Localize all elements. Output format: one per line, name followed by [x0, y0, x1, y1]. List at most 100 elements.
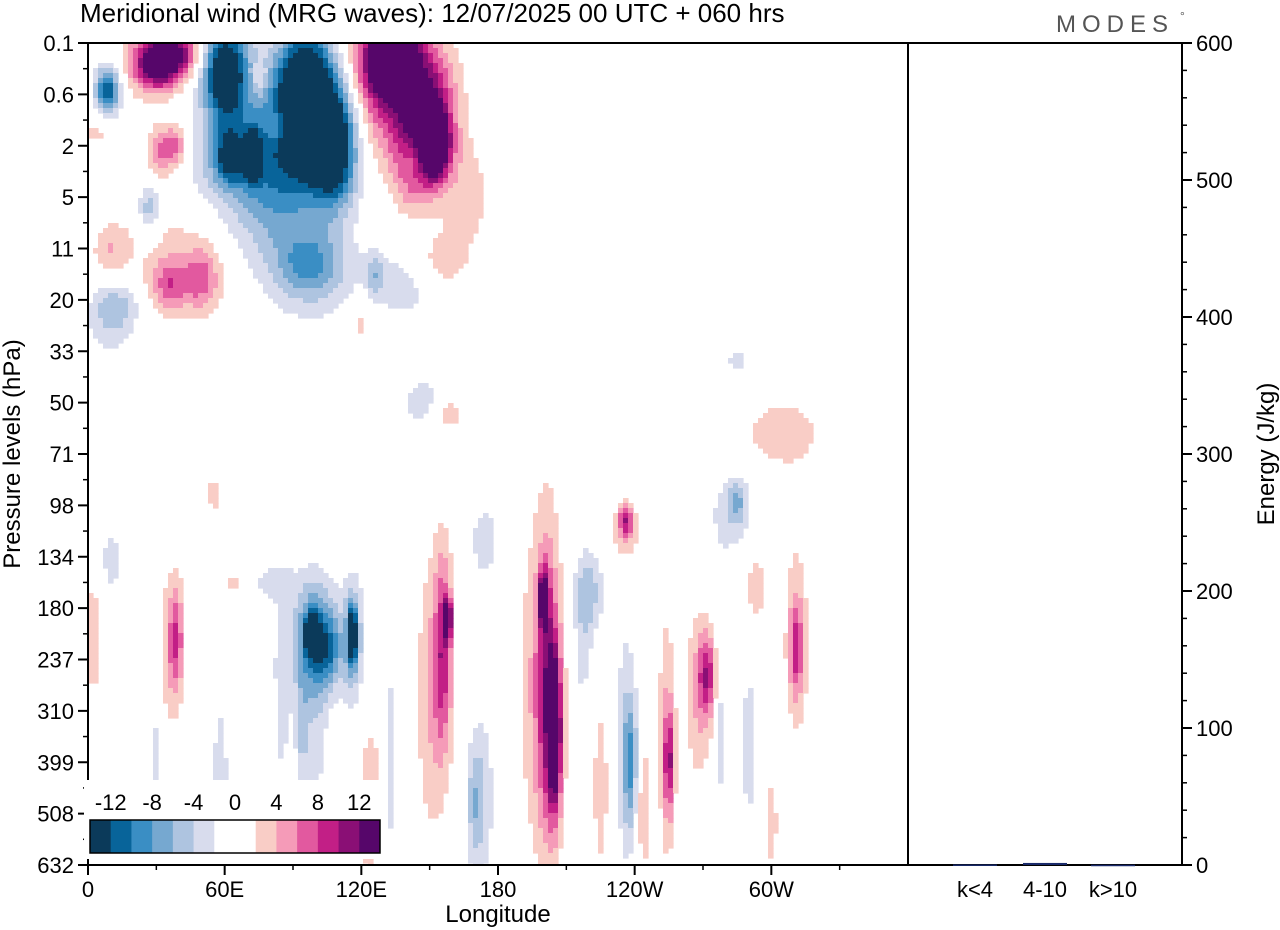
contour-cell: [628, 753, 634, 759]
contour-cell: [663, 838, 674, 844]
contour-cell: [658, 728, 664, 734]
contour-cell: [278, 138, 349, 144]
contour-cell: [553, 828, 559, 834]
contour-cell: [298, 618, 304, 624]
contour-cell: [348, 153, 354, 159]
contour-cell: [263, 83, 269, 89]
contour-cell: [213, 768, 229, 774]
contour-cell: [213, 43, 219, 49]
contour-cell: [623, 653, 634, 659]
contour-cell: [478, 553, 494, 559]
contour-cell: [753, 423, 814, 429]
contour-cell: [88, 593, 94, 599]
contour-cell: [398, 188, 409, 194]
contour-cell: [103, 228, 129, 234]
contour-cell: [593, 573, 604, 579]
contour-cell: [378, 143, 389, 149]
contour-cell: [718, 763, 724, 769]
contour-cell: [343, 83, 349, 89]
contour-cell: [538, 813, 544, 819]
contour-cell: [353, 168, 359, 174]
contour-cell: [433, 673, 439, 679]
contour-cell: [398, 203, 484, 209]
contour-cell: [553, 648, 559, 654]
contour-cell: [658, 773, 664, 779]
contour-cell: [268, 68, 274, 74]
contour-cell: [453, 118, 459, 124]
contour-cell: [348, 148, 354, 154]
contour-cell: [188, 63, 194, 69]
contour-cell: [213, 103, 219, 109]
contour-cell: [443, 228, 479, 234]
contour-cell: [223, 178, 229, 184]
contour-cell: [548, 803, 559, 809]
contour-cell: [153, 303, 164, 309]
contour-cell: [208, 63, 214, 69]
contour-cell: [793, 668, 799, 674]
contour-cell: [263, 88, 269, 94]
contour-cell: [533, 703, 539, 709]
contour-cell: [703, 683, 709, 689]
contour-cell: [768, 848, 774, 854]
contour-cell: [733, 363, 744, 369]
contour-cell: [343, 108, 349, 114]
contour-cell: [473, 533, 494, 539]
contour-cell: [153, 278, 159, 284]
contour-cell: [633, 768, 639, 774]
contour-cell: [103, 323, 124, 329]
contour-cell: [138, 53, 144, 59]
contour-cell: [468, 808, 474, 814]
contour-cell: [298, 208, 339, 214]
contour-cell: [618, 688, 639, 694]
contour-cell: [313, 48, 324, 54]
contour-cell: [453, 88, 459, 94]
contour-cell: [388, 113, 399, 119]
contour-cell: [433, 683, 439, 689]
contour-cell: [408, 398, 434, 404]
contour-cell: [213, 108, 219, 114]
contour-cell: [368, 278, 384, 284]
contour-cell: [353, 148, 359, 154]
contour-cell: [298, 313, 324, 319]
contour-cell: [628, 528, 634, 534]
contour-cell: [278, 103, 344, 109]
contour-cell: [668, 763, 674, 769]
contour-cell: [178, 648, 184, 654]
contour-cell: [593, 763, 609, 769]
contour-cell: [398, 118, 449, 124]
contour-cell: [618, 823, 629, 829]
contour-cell: [393, 158, 414, 164]
contour-cell: [308, 698, 329, 704]
contour-cell: [168, 703, 179, 709]
contour-cell: [258, 123, 279, 129]
contour-cell: [343, 248, 359, 254]
contour-cell: [403, 178, 419, 184]
contour-cell: [468, 818, 484, 824]
contour-cell: [688, 733, 714, 739]
contour-cell: [358, 163, 364, 169]
contour-cell: [248, 83, 254, 89]
contour-cell: [563, 683, 569, 689]
contour-cell: [693, 763, 704, 769]
contour-cell: [698, 663, 704, 669]
contour-cell: [663, 743, 674, 749]
contour-cell: [553, 578, 559, 584]
contour-cell: [453, 123, 459, 129]
contour-cell: [398, 133, 409, 139]
contour-cell: [388, 713, 394, 719]
contour-cell: [368, 83, 374, 89]
contour-cell: [353, 163, 359, 169]
contour-cell: [638, 803, 649, 809]
contour-cell: [433, 628, 439, 634]
contour-cell: [143, 83, 154, 89]
contour-cell: [438, 583, 449, 589]
contour-cell: [598, 823, 604, 829]
contour-cell: [463, 133, 469, 139]
contour-cell: [693, 683, 699, 689]
contour-cell: [618, 768, 624, 774]
contour-cell: [268, 53, 274, 59]
contour-cell: [273, 208, 299, 214]
contour-cell: [423, 58, 429, 64]
contour-cell: [393, 138, 404, 144]
